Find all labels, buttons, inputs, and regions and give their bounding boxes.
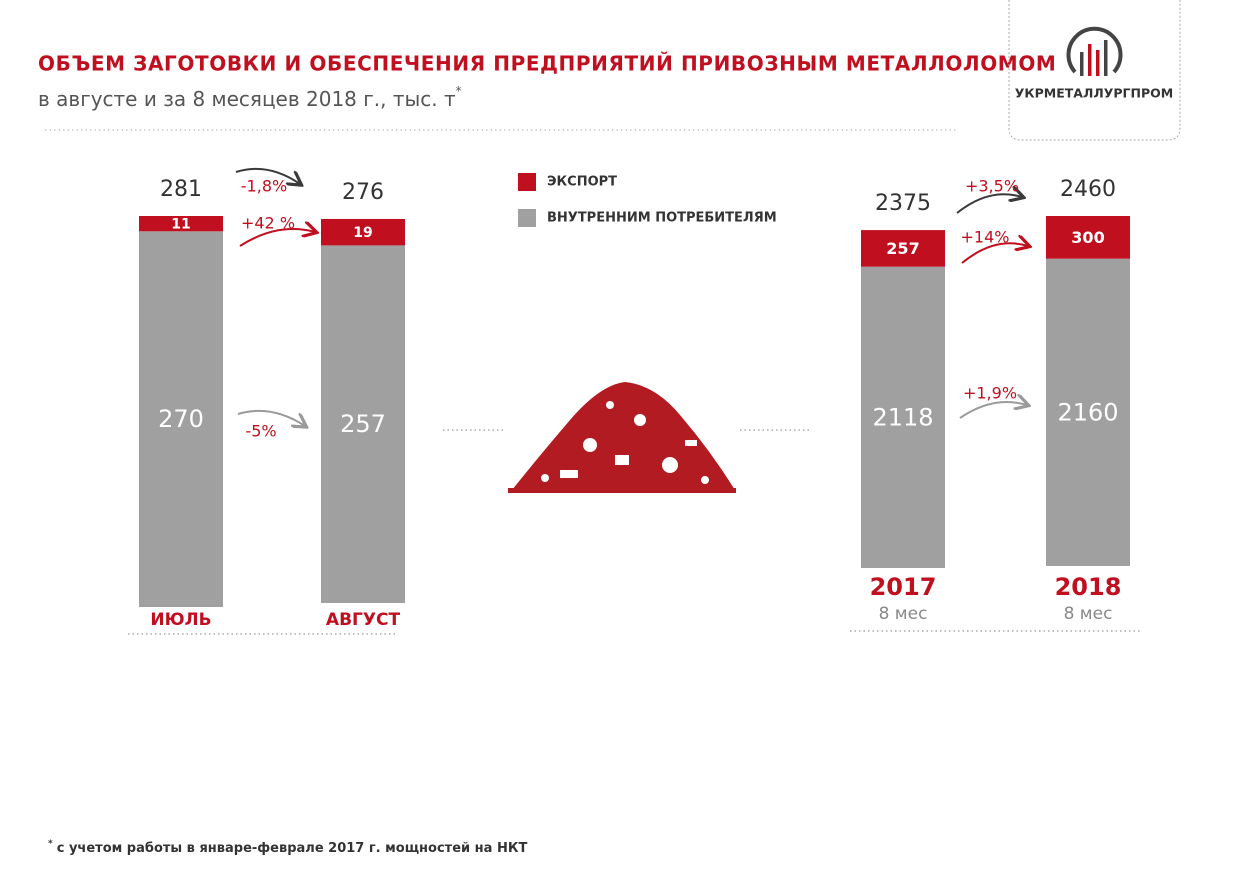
bar-value-label: 2118 — [872, 403, 933, 431]
footnote: * с учетом работы в январе-феврале 2017 г… — [48, 839, 527, 856]
bar-segment — [1046, 216, 1130, 259]
bar-segment — [861, 230, 945, 267]
change-label: +1,9% — [963, 384, 1017, 403]
legend-label: ЭКСПОРТ — [547, 175, 617, 190]
subtitle-text: в августе и за 8 месяцев 2018 г., тыс. т — [38, 87, 456, 111]
bar-total-label: 276 — [342, 180, 384, 205]
logo-frame — [1008, 0, 1181, 141]
change-arrow — [237, 409, 305, 426]
change-arrow — [956, 194, 1022, 214]
change-arrow — [959, 402, 1027, 419]
bar-value-label: 11 — [171, 217, 190, 233]
bar-segment — [321, 218, 405, 246]
change-label: +14% — [961, 228, 1010, 247]
change-arrow — [961, 243, 1028, 264]
change-label: -1,8% — [241, 177, 287, 196]
bar-total-label: 281 — [160, 177, 202, 202]
legend-label: ВНУТРЕННИМ ПОТРЕБИТЕЛЯМ — [547, 211, 777, 226]
scrap-pile-illustration — [508, 382, 736, 493]
bar-value-label: 300 — [1071, 228, 1104, 247]
bar-segment — [139, 231, 223, 608]
subtitle: в августе и за 8 месяцев 2018 г., тыс. т… — [38, 84, 462, 111]
bar-total-label: 2375 — [875, 191, 931, 216]
change-label: -5% — [245, 422, 276, 441]
category-note: 8 мес — [1064, 604, 1113, 624]
change-arrow — [239, 229, 315, 247]
logo-icon — [1066, 26, 1123, 76]
category-label: 2018 — [1055, 573, 1122, 601]
bar-value-label: 2160 — [1057, 398, 1118, 426]
bar-segment — [1046, 258, 1130, 566]
legend-swatch — [518, 173, 536, 191]
title: ОБЪЕМ ЗАГОТОВКИ И ОБЕСПЕЧЕНИЯ ПРЕДПРИЯТИ… — [38, 52, 1056, 76]
change-label: +42 % — [241, 214, 295, 233]
bar-value-label: 270 — [158, 405, 204, 433]
category-label: ИЮЛЬ — [150, 610, 211, 630]
bar-segment — [321, 245, 405, 603]
bar-total-label: 2460 — [1060, 177, 1116, 202]
change-arrow — [235, 167, 300, 184]
category-label: 2017 — [870, 573, 937, 601]
category-label: АВГУСТ — [326, 610, 401, 630]
logo-text: УКРМЕТАЛЛУРГПРОМ — [1015, 86, 1173, 101]
bar-segment — [861, 266, 945, 568]
category-note: 8 мес — [879, 604, 928, 624]
bar-value-label: 257 — [886, 239, 919, 258]
change-label: +3,5% — [965, 177, 1019, 196]
footnote-mark: * — [48, 839, 53, 849]
subtitle-mark: * — [456, 84, 462, 98]
bar-value-label: 257 — [340, 410, 386, 438]
bar-segment — [139, 216, 223, 232]
bar-value-label: 19 — [353, 225, 372, 241]
legend-swatch — [518, 209, 536, 227]
footnote-text: с учетом работы в январе-феврале 2017 г.… — [57, 841, 528, 856]
